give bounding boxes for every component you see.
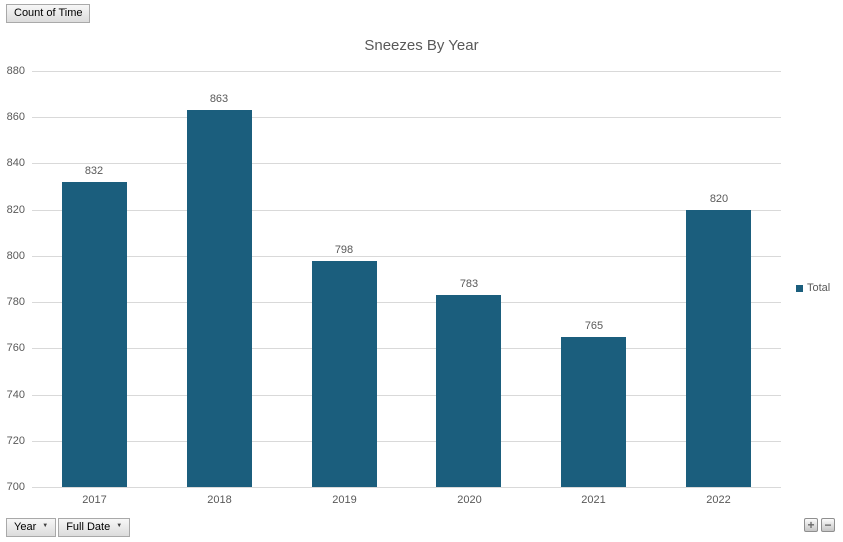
gridline <box>32 395 781 396</box>
axis-field-button-year[interactable]: Year ▼ <box>6 518 57 537</box>
x-tick-label: 2022 <box>706 494 731 506</box>
bar-2020[interactable] <box>436 295 501 487</box>
y-tick-label: 760 <box>6 342 25 354</box>
x-tick-label: 2018 <box>207 494 232 506</box>
gridline <box>32 348 781 349</box>
dropdown-arrow-icon: ▼ <box>116 523 123 529</box>
bar-value-label: 863 <box>209 93 229 105</box>
gridline <box>32 117 781 118</box>
legend-label: Total <box>807 282 831 294</box>
axis-field-button-full-date[interactable]: Full Date ▼ <box>58 518 131 537</box>
bar-2017[interactable] <box>62 182 127 487</box>
x-tick-label: 2017 <box>82 494 107 506</box>
y-tick-label: 700 <box>6 481 25 493</box>
bar-value-label: 832 <box>84 165 104 177</box>
axis-field-button-full-date-label: Full Date <box>66 521 111 533</box>
y-tick-label: 820 <box>6 204 25 216</box>
bar-value-label: 783 <box>459 278 479 290</box>
dropdown-arrow-icon: ▼ <box>42 523 49 529</box>
x-tick-label: 2021 <box>581 494 606 506</box>
y-tick-label: 740 <box>6 389 25 401</box>
bar-2022[interactable] <box>686 210 751 487</box>
bar-2021[interactable] <box>561 337 626 487</box>
x-tick-label: 2019 <box>332 494 357 506</box>
bar-2018[interactable] <box>187 110 252 487</box>
gridline <box>32 487 781 488</box>
x-tick-label: 2020 <box>457 494 482 506</box>
axis-field-button-row: Year ▼ Full Date ▼ <box>6 518 131 537</box>
y-tick-label: 860 <box>6 111 25 123</box>
bar-value-label: 798 <box>334 244 354 256</box>
bar-value-label: 765 <box>584 320 604 332</box>
gridline <box>32 71 781 72</box>
gridline <box>32 441 781 442</box>
legend[interactable]: Total <box>796 282 830 294</box>
bar-2019[interactable] <box>312 261 377 487</box>
gridline <box>32 163 781 164</box>
chart-title: Sneezes By Year <box>364 37 479 54</box>
expand-entire-field-button[interactable]: + <box>804 518 818 532</box>
gridline <box>32 210 781 211</box>
gridline <box>32 256 781 257</box>
collapse-entire-field-button[interactable]: − <box>821 518 835 532</box>
axis-field-button-year-label: Year <box>14 521 37 533</box>
y-tick-label: 800 <box>6 250 25 262</box>
gridline <box>32 302 781 303</box>
y-tick-label: 840 <box>6 157 25 169</box>
bar-value-label: 820 <box>709 193 729 205</box>
value-field-button[interactable]: Count of Time <box>6 4 91 23</box>
y-tick-label: 720 <box>6 435 25 447</box>
y-tick-label: 880 <box>6 65 25 77</box>
legend-marker-icon <box>796 284 803 292</box>
y-tick-label: 780 <box>6 296 25 308</box>
